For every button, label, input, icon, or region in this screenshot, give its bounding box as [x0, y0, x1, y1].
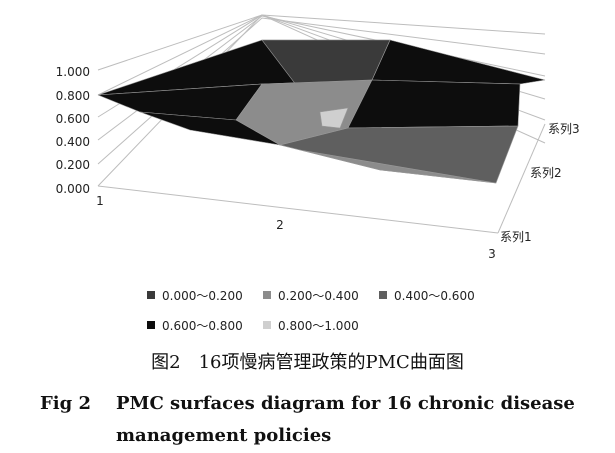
- legend-swatch-1: [147, 291, 155, 299]
- legend-swatch-4: [147, 321, 155, 329]
- legend-swatch-5: [263, 321, 271, 329]
- surface-patch-left-base: [139, 111, 281, 146]
- legend-swatch-3: [379, 291, 387, 299]
- figure-label: Fig 2: [40, 393, 91, 414]
- x-tick-2: 2: [276, 218, 284, 232]
- legend-label-4: 0.600～0.800: [162, 319, 243, 333]
- x-axis-ticks: 1 2 3: [96, 194, 496, 261]
- surface-patch-right-mid: [347, 79, 521, 129]
- surface-patch-center-highlight: [319, 107, 349, 129]
- z-tick-5: 1.000: [56, 65, 90, 79]
- caption-line-2: management policies: [116, 425, 332, 446]
- series-label-3: 系列3: [548, 122, 580, 136]
- floor-front-edge: [97, 185, 499, 234]
- z-axis-ticks: 0.000 0.200 0.400 0.600 0.800 1.000: [56, 65, 90, 196]
- z-tick-4: 0.800: [56, 89, 90, 103]
- floor-right-edge: [497, 123, 546, 234]
- surface-patch-top-right: [371, 39, 546, 85]
- figure-caption-chinese: 图2 16项慢病管理政策的PMC曲面图: [151, 352, 464, 373]
- series-label-2: 系列2: [530, 166, 562, 180]
- x-tick-3: 3: [488, 247, 496, 261]
- legend-label-5: 0.800～1.000: [278, 319, 359, 333]
- series-label-1: 系列1: [500, 230, 532, 244]
- y-axis-ticks: 系列1 系列2 系列3: [500, 122, 580, 244]
- x-tick-1: 1: [96, 194, 104, 208]
- surface-patch-front-low: [279, 144, 497, 184]
- z-tick-2: 0.400: [56, 135, 90, 149]
- legend-label-3: 0.400～0.600: [394, 289, 475, 303]
- legend-label-2: 0.200～0.400: [278, 289, 359, 303]
- caption-line-1: PMC surfaces diagram for 16 chronic dise…: [116, 393, 575, 414]
- z-tick-3: 0.600: [56, 112, 90, 126]
- legend-swatch-2: [263, 291, 271, 299]
- z-tick-0: 0.000: [56, 182, 90, 196]
- surface: [97, 39, 546, 184]
- z-tick-1: 0.200: [56, 158, 90, 172]
- figure-caption-english: Fig 2 PMC surfaces diagram for 16 chronic…: [40, 388, 600, 452]
- legend-label-1: 0.000～0.200: [162, 289, 243, 303]
- legend: 0.000～0.200 0.200～0.400 0.400～0.600 0.60…: [147, 289, 475, 333]
